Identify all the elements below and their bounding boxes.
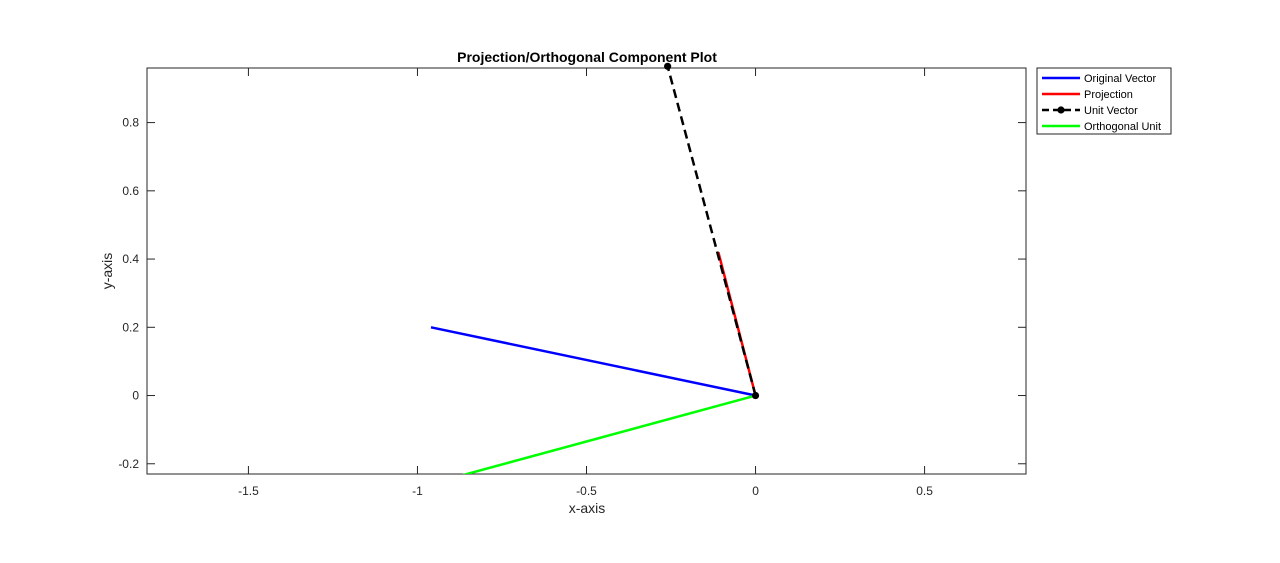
y-tick-label: 0.4 <box>122 252 139 266</box>
series-unit-vector-point <box>751 391 760 400</box>
plot-area <box>146 67 1027 475</box>
x-axis-ticks: -1.5 -1 -0.5 0 0.5 <box>238 68 933 498</box>
x-tick-label: -0.5 <box>576 484 597 498</box>
legend: Original Vector Projection Unit Vector Orth… <box>1036 67 1172 135</box>
series-original-vector-line <box>430 326 756 397</box>
x-tick-label: 0 <box>752 484 759 498</box>
series-unit-vector-line <box>666 68 757 396</box>
series-unit-vector-point <box>664 62 672 70</box>
legend-marker-unit-vector <box>1057 106 1065 114</box>
legend-label-original-vector: Original Vector <box>1084 73 1156 85</box>
x-tick-label: -1.5 <box>238 484 259 498</box>
marker-layer <box>664 62 760 400</box>
chart-title: Projection/Orthogonal Component Plot <box>457 49 717 65</box>
x-axis-label: x-axis <box>569 500 606 516</box>
y-tick-label: 0 <box>132 389 139 403</box>
y-tick-label: 0.8 <box>122 116 139 130</box>
y-axis-label: y-axis <box>99 253 115 290</box>
y-tick-label: 0.6 <box>122 184 139 198</box>
series-layer <box>430 68 757 474</box>
legend-label-orthogonal-unit: Orthogonal Unit <box>1084 121 1161 133</box>
y-tick-label: -0.2 <box>118 457 139 471</box>
y-tick-label: 0.2 <box>122 320 139 334</box>
legend-label-unit-vector: Unit Vector <box>1084 105 1138 117</box>
x-tick-label: -1 <box>412 484 423 498</box>
legend-label-projection: Projection <box>1084 89 1133 101</box>
x-tick-label: 0.5 <box>916 484 933 498</box>
y-axis-ticks: -0.2 0 0.2 0.4 0.6 0.8 <box>118 116 1026 471</box>
series-orthogonal-unit-line <box>462 394 756 474</box>
